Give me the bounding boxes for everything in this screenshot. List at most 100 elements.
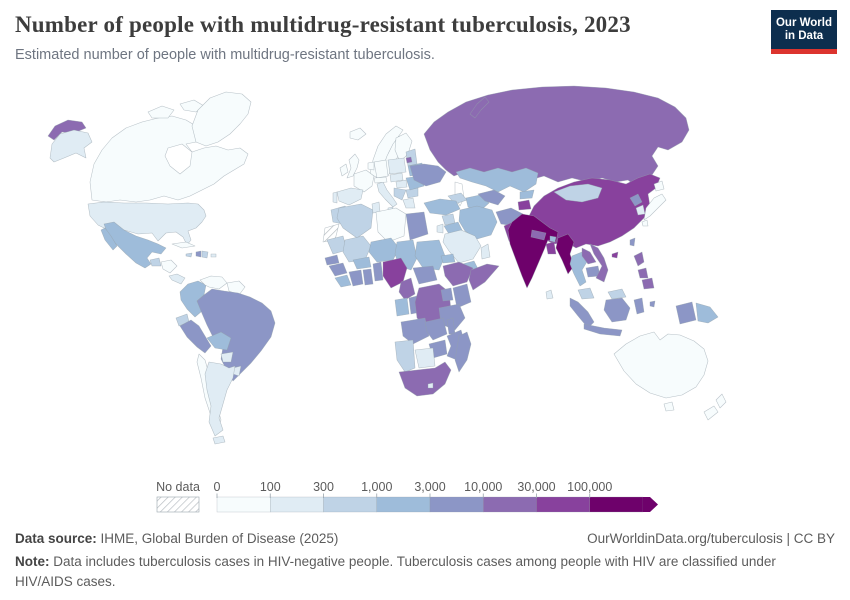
country-indonesia-kalimantan[interactable] bbox=[603, 297, 631, 323]
country-papua-new-guinea[interactable] bbox=[695, 302, 719, 324]
country-gabon[interactable] bbox=[394, 297, 410, 317]
country-guinea[interactable] bbox=[328, 262, 348, 277]
country-australia[interactable] bbox=[613, 331, 709, 399]
country-panama[interactable] bbox=[168, 273, 186, 285]
country-tasmania[interactable] bbox=[663, 401, 675, 412]
country-alaska[interactable] bbox=[49, 129, 93, 163]
legend-bin[interactable] bbox=[429, 496, 484, 513]
country-nepal[interactable] bbox=[530, 229, 547, 241]
legend-bin[interactable] bbox=[216, 496, 271, 513]
country-libya[interactable] bbox=[375, 207, 407, 243]
country-haiti[interactable] bbox=[195, 250, 202, 258]
country-benin[interactable] bbox=[372, 261, 384, 282]
country-cuba[interactable] bbox=[171, 241, 196, 249]
legend-bin[interactable] bbox=[376, 496, 431, 513]
country-tajikistan[interactable] bbox=[517, 199, 532, 211]
legend-bin[interactable] bbox=[536, 496, 590, 513]
country-novaya-zemlya[interactable] bbox=[469, 96, 490, 119]
country-greece[interactable] bbox=[402, 197, 416, 209]
country-iran[interactable] bbox=[458, 205, 498, 240]
country-jamaica[interactable] bbox=[185, 252, 193, 258]
country-laos[interactable] bbox=[581, 247, 597, 265]
country-japan-kyushu[interactable] bbox=[641, 219, 649, 227]
country-namibia[interactable] bbox=[394, 339, 416, 373]
country-lesotho[interactable] bbox=[427, 382, 434, 389]
country-kazakhstan[interactable] bbox=[455, 167, 539, 193]
country-myanmar[interactable] bbox=[555, 233, 575, 275]
country-sri-lanka[interactable] bbox=[545, 289, 554, 300]
country-balkans[interactable] bbox=[393, 187, 407, 201]
country-liberia[interactable] bbox=[334, 274, 352, 288]
country-indonesia-java[interactable] bbox=[583, 323, 623, 337]
country-ethiopia[interactable] bbox=[442, 261, 474, 287]
country-south-africa[interactable] bbox=[398, 361, 452, 397]
country-new-zealand-south[interactable] bbox=[703, 405, 719, 421]
legend-bin[interactable] bbox=[323, 496, 377, 513]
country-kenya[interactable] bbox=[452, 283, 472, 309]
country-algeria[interactable] bbox=[336, 203, 374, 239]
country-indonesia-maluku[interactable] bbox=[649, 300, 656, 308]
country-bhutan[interactable] bbox=[549, 235, 557, 243]
country-zambia[interactable] bbox=[424, 317, 448, 341]
country-madagascar[interactable] bbox=[454, 331, 472, 373]
country-bolivia[interactable] bbox=[206, 331, 232, 351]
country-central-african-republic[interactable] bbox=[412, 265, 438, 285]
country-niger[interactable] bbox=[368, 237, 400, 263]
country-peru[interactable] bbox=[179, 319, 212, 354]
country-canada-island[interactable] bbox=[147, 105, 175, 119]
country-uganda[interactable] bbox=[440, 287, 454, 302]
legend-no-data-swatch[interactable] bbox=[156, 496, 200, 513]
country-iceland[interactable] bbox=[349, 127, 367, 141]
country-philippines-visayas[interactable] bbox=[637, 267, 649, 279]
country-dominican-republic[interactable] bbox=[201, 250, 209, 259]
country-new-zealand-north[interactable] bbox=[715, 393, 727, 409]
country-ireland[interactable] bbox=[339, 163, 349, 177]
country-egypt[interactable] bbox=[405, 211, 429, 241]
country-alpine[interactable] bbox=[373, 176, 388, 184]
country-mongolia[interactable] bbox=[553, 183, 603, 203]
country-senegal[interactable] bbox=[324, 254, 340, 266]
country-united-kingdom[interactable] bbox=[346, 153, 360, 179]
country-indonesia-sumatra[interactable] bbox=[569, 297, 595, 329]
country-jordan[interactable] bbox=[436, 223, 444, 234]
country-italy[interactable] bbox=[376, 181, 398, 208]
country-france[interactable] bbox=[353, 169, 375, 193]
country-honduras[interactable] bbox=[160, 259, 178, 274]
country-ghana[interactable] bbox=[362, 268, 374, 286]
country-botswana[interactable] bbox=[414, 347, 436, 369]
country-germany[interactable] bbox=[373, 159, 389, 179]
country-cameroon[interactable] bbox=[398, 277, 416, 301]
country-ukraine[interactable] bbox=[409, 163, 447, 187]
country-taiwan[interactable] bbox=[629, 237, 636, 247]
owid-logo[interactable]: Our World in Data bbox=[771, 10, 837, 54]
country-malaysia-borneo[interactable] bbox=[607, 288, 627, 300]
country-guyana[interactable] bbox=[226, 280, 246, 296]
country-indonesia-sulawesi[interactable] bbox=[633, 297, 645, 315]
country-burkina-faso[interactable] bbox=[352, 256, 372, 270]
country-tierra-del-fuego[interactable] bbox=[212, 435, 226, 445]
country-bangladesh[interactable] bbox=[545, 241, 557, 255]
legend-bin[interactable] bbox=[589, 496, 644, 513]
country-mexico-baja[interactable] bbox=[100, 227, 118, 251]
country-uzbekistan[interactable] bbox=[477, 189, 506, 206]
country-portugal[interactable] bbox=[332, 191, 338, 204]
country-angola[interactable] bbox=[400, 317, 430, 345]
country-mexico[interactable] bbox=[103, 221, 167, 269]
country-vietnam[interactable] bbox=[589, 243, 609, 283]
country-poland[interactable] bbox=[387, 157, 407, 175]
country-ivory-coast[interactable] bbox=[348, 269, 364, 287]
country-sudan[interactable] bbox=[414, 239, 446, 271]
country-guatemala[interactable] bbox=[149, 257, 162, 267]
country-philippines-mindanao[interactable] bbox=[641, 277, 655, 290]
country-hungary[interactable] bbox=[395, 179, 408, 189]
country-philippines-luzon[interactable] bbox=[633, 251, 645, 267]
country-greenland[interactable] bbox=[191, 91, 252, 147]
country-malaysia[interactable] bbox=[577, 287, 595, 300]
country-russia-chukotka[interactable] bbox=[47, 119, 87, 141]
country-india[interactable] bbox=[507, 213, 559, 289]
country-north-korea[interactable] bbox=[629, 193, 643, 207]
country-paraguay[interactable] bbox=[220, 351, 234, 363]
country-hainan[interactable] bbox=[611, 251, 619, 259]
country-japan-hokkaido[interactable] bbox=[653, 180, 665, 192]
country-spain[interactable] bbox=[336, 187, 364, 206]
